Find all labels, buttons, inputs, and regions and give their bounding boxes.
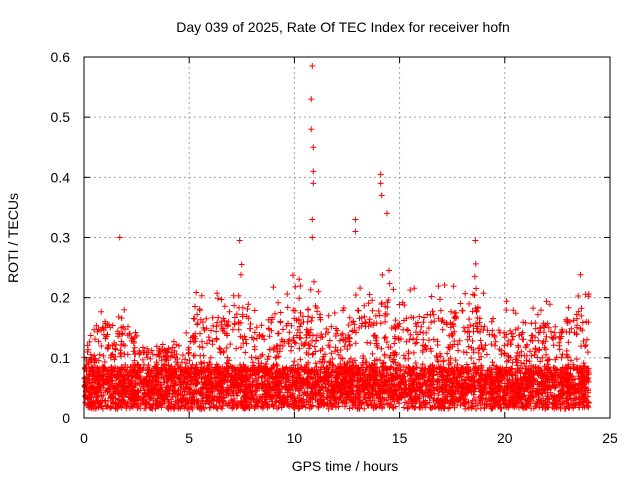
y-tick-label: 0.6: [51, 49, 71, 65]
y-tick-label: 0.5: [51, 109, 71, 125]
x-tick-labels: 0 5 10 15 20 25: [80, 430, 618, 446]
roti-outlier-point: [577, 271, 584, 278]
roti-outlier-point: [310, 144, 317, 151]
roti-outlier-point: [352, 216, 359, 223]
roti-outlier-point: [116, 234, 123, 241]
y-tick-labels: 0 0.1 0.2 0.3 0.4 0.5 0.6: [51, 49, 71, 426]
roti-outlier-point: [309, 63, 316, 70]
roti-outlier-point: [377, 171, 384, 178]
x-tick-label: 20: [497, 430, 513, 446]
roti-outlier-point: [309, 216, 316, 223]
x-tick-label: 5: [185, 430, 193, 446]
x-axis-label: GPS time / hours: [292, 458, 399, 474]
x-tick-label: 25: [602, 430, 618, 446]
y-axis-label: ROTI / TECUs: [5, 193, 21, 283]
roti-outlier-point: [378, 192, 385, 199]
y-tick-label: 0.2: [51, 290, 71, 306]
y-tick-label: 0.1: [51, 350, 71, 366]
data-points: [81, 63, 592, 412]
x-tick-label: 10: [287, 430, 303, 446]
roti-outlier-point: [383, 210, 390, 217]
axis-ticks: [83, 56, 611, 419]
x-tick-label: 0: [80, 430, 88, 446]
chart-title: Day 039 of 2025, Rate Of TEC Index for r…: [176, 19, 510, 35]
y-tick-label: 0: [62, 410, 70, 426]
roti-outlier-point: [472, 237, 479, 244]
roti-outlier-point: [310, 168, 317, 175]
roti-scatter-markers: [81, 260, 592, 412]
roti-outlier-point: [236, 237, 243, 244]
y-tick-label: 0.3: [51, 230, 71, 246]
roti-outlier-point: [308, 96, 315, 103]
roti-outlier-point: [377, 180, 384, 187]
y-tick-label: 0.4: [51, 169, 71, 185]
x-tick-label: 15: [392, 430, 408, 446]
roti-outlier-point: [309, 234, 316, 241]
roti-outlier-point: [310, 180, 317, 187]
roti-outlier-point: [352, 228, 359, 235]
roti-outlier-point: [308, 126, 315, 133]
